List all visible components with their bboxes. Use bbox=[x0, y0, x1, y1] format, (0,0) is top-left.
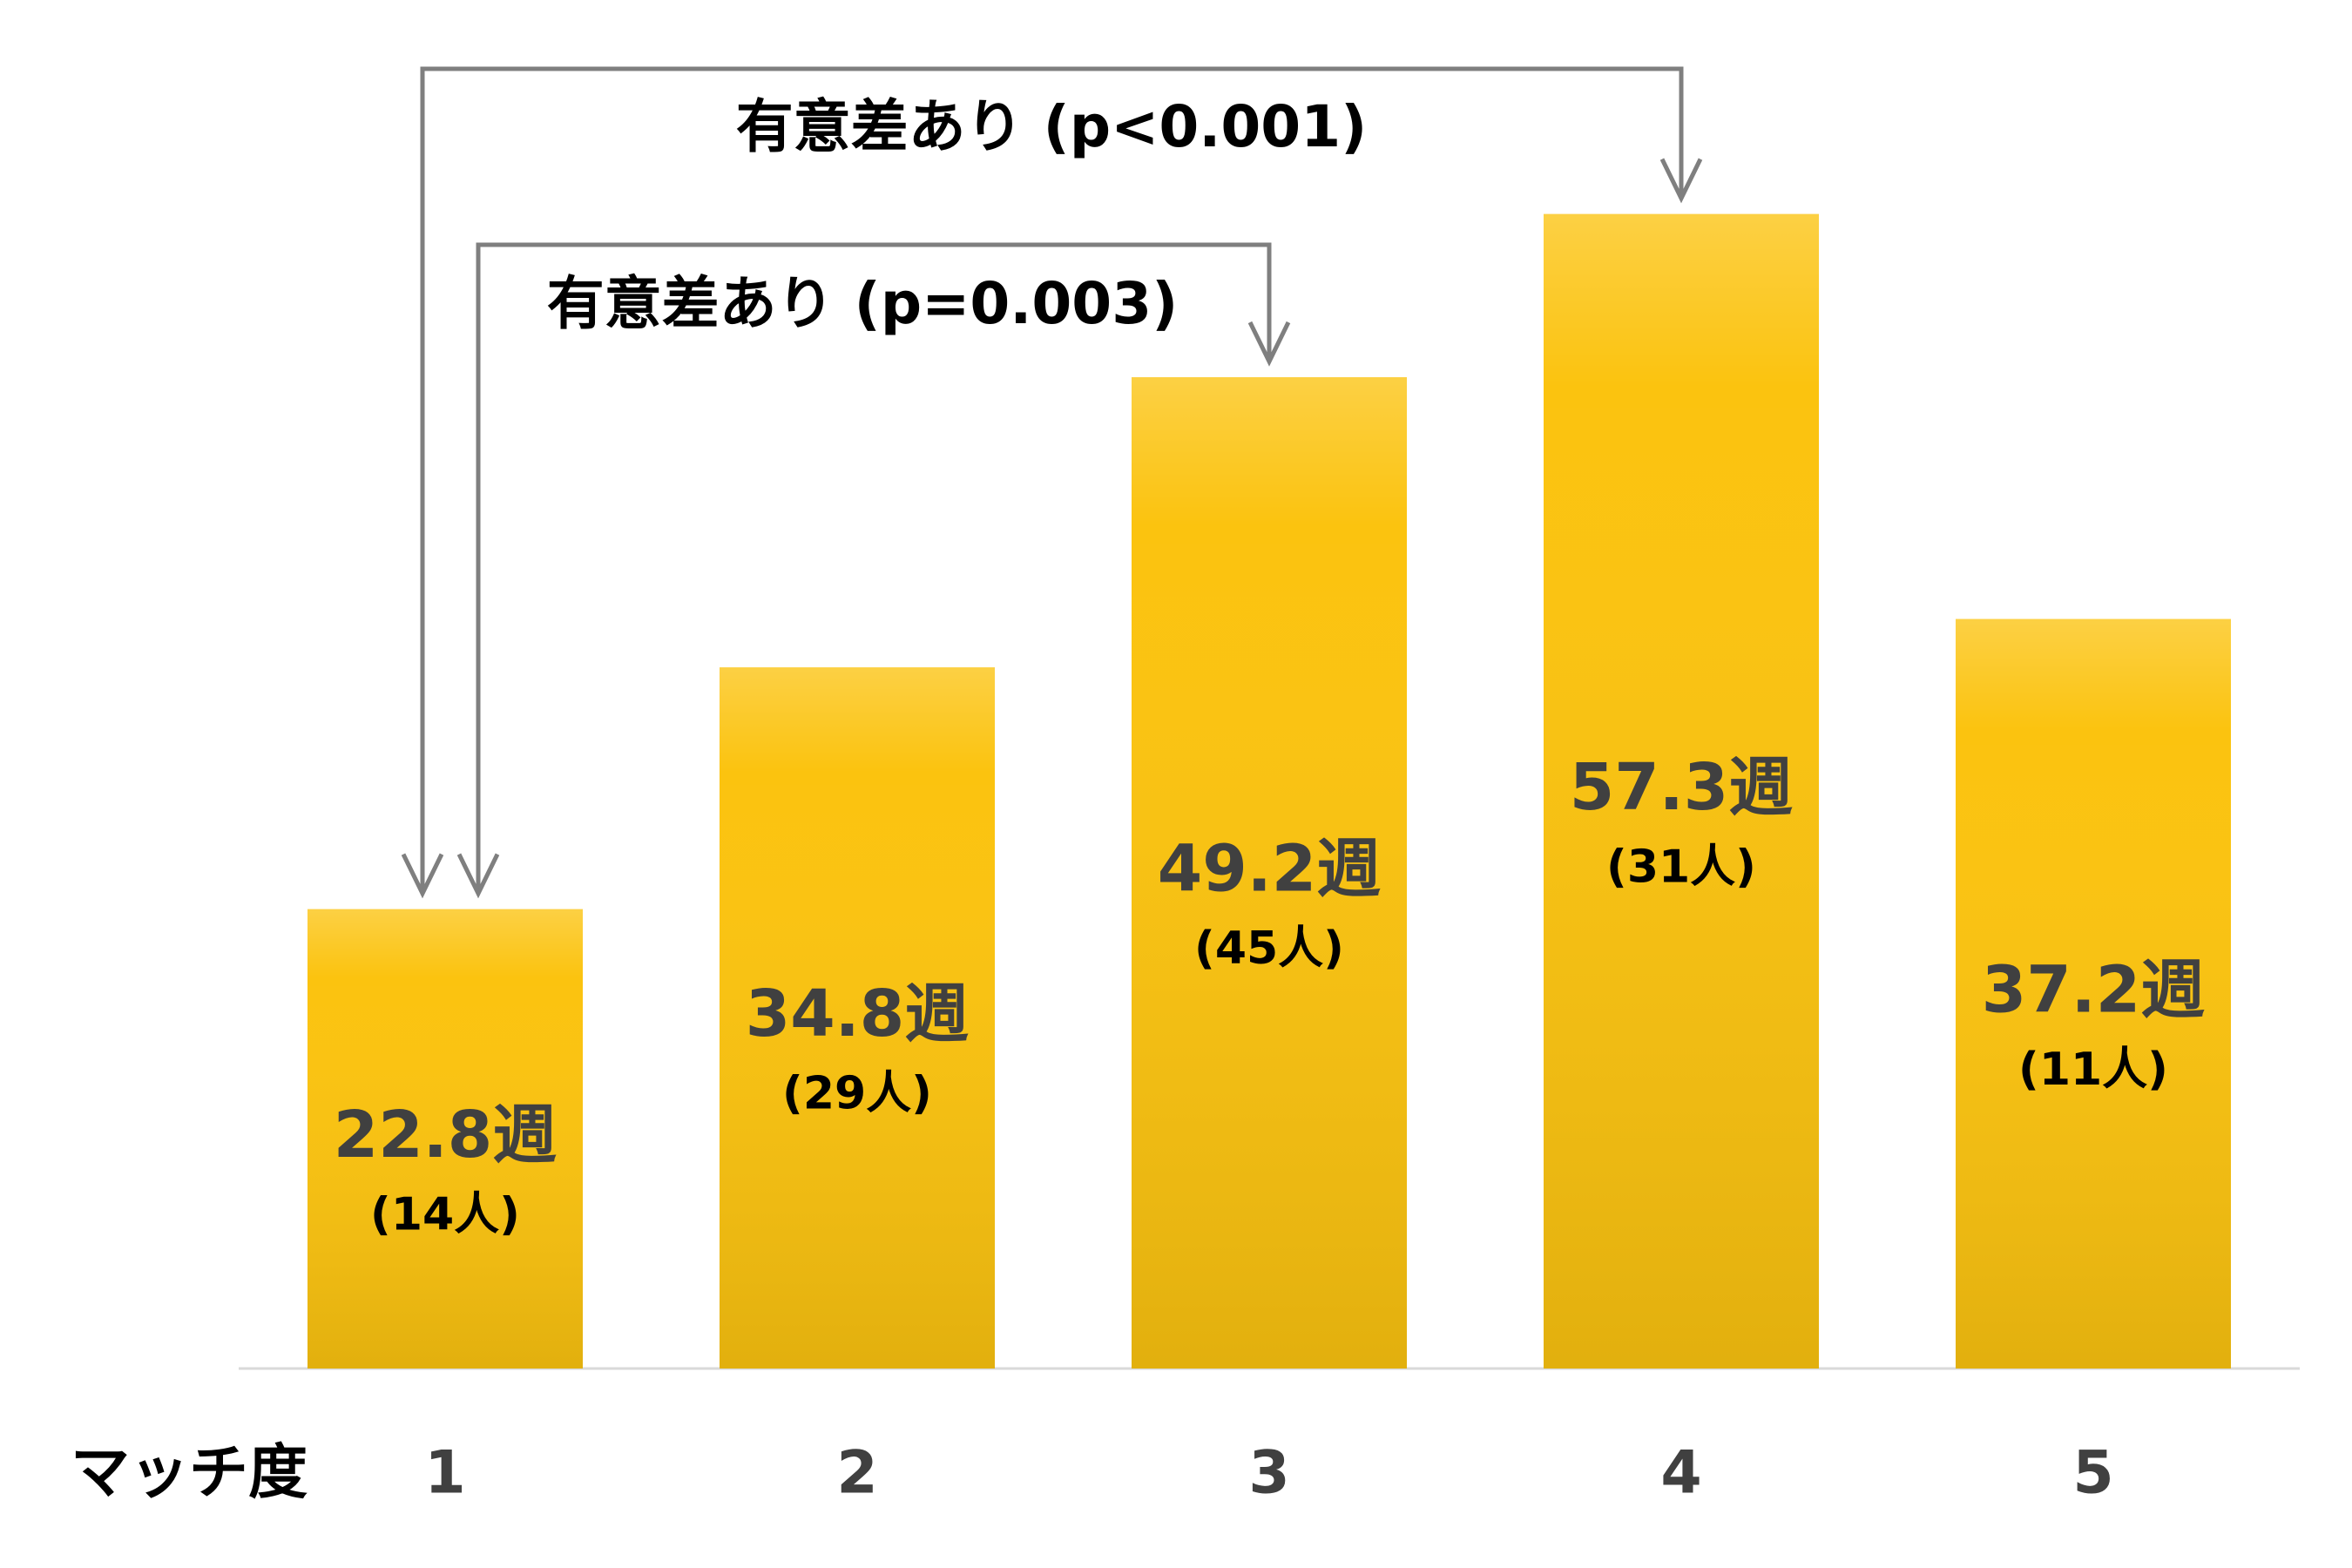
bar-shade bbox=[720, 667, 995, 1369]
bar-shade bbox=[1544, 213, 1819, 1369]
value-label: 57.3週 bbox=[1570, 750, 1794, 825]
x-tick-label: 2 bbox=[836, 1439, 877, 1508]
value-label: 34.8週 bbox=[746, 977, 970, 1051]
bar-shade bbox=[308, 909, 583, 1369]
x-tick-label: 3 bbox=[1248, 1439, 1289, 1508]
sample-label: (14人) bbox=[370, 1188, 520, 1240]
sample-label: (45人) bbox=[1194, 923, 1344, 975]
sample-label: (11人) bbox=[2018, 1044, 2168, 1096]
x-tick-label: 1 bbox=[424, 1439, 465, 1508]
value-label: 22.8週 bbox=[334, 1098, 558, 1173]
arrow-head bbox=[456, 853, 500, 899]
x-axis-label: マッチ度 bbox=[71, 1439, 308, 1508]
significance-label: 有意差あり (p<0.001) bbox=[736, 93, 1368, 160]
value-label: 37.2週 bbox=[1982, 952, 2206, 1027]
x-tick-label: 5 bbox=[2072, 1439, 2113, 1508]
arrow-head bbox=[1659, 158, 1703, 204]
significance-bracket bbox=[476, 242, 1272, 894]
sample-label: (29人) bbox=[782, 1068, 932, 1120]
value-label: 49.2週 bbox=[1158, 832, 1382, 907]
bar-shade bbox=[1956, 618, 2231, 1369]
arrow-head bbox=[401, 853, 444, 899]
sample-label: (31人) bbox=[1606, 841, 1756, 893]
significance-bracket bbox=[420, 66, 1684, 894]
bar-shade bbox=[1132, 377, 1407, 1369]
significance-label: 有意差あり (p=0.003) bbox=[547, 270, 1179, 337]
arrow-head bbox=[1247, 321, 1291, 367]
x-tick-label: 4 bbox=[1660, 1439, 1701, 1508]
